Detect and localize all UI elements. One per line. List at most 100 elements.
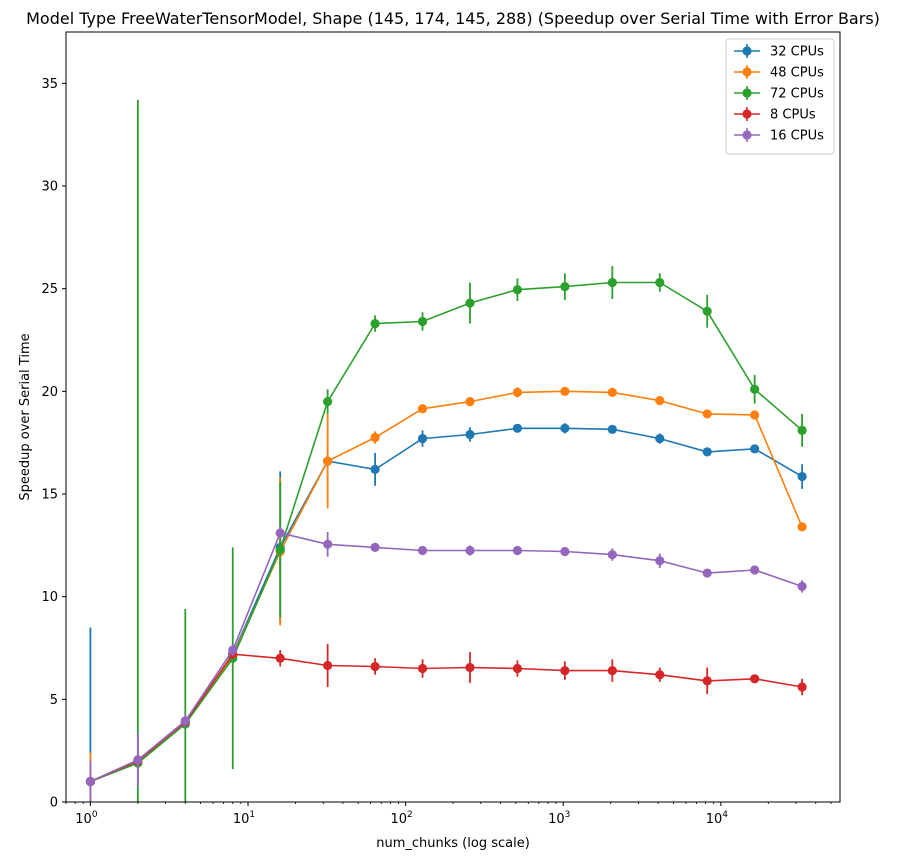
- legend-label: 16 CPUs: [770, 129, 824, 144]
- data-point: [702, 447, 712, 457]
- series-line: [90, 532, 803, 783]
- data-point: [417, 545, 428, 556]
- data-point: [512, 663, 523, 674]
- legend-marker: [742, 88, 752, 98]
- data-point: [655, 395, 665, 406]
- legend-label: 48 CPUs: [770, 66, 824, 81]
- data-point: [750, 674, 760, 684]
- data-point: [702, 409, 712, 419]
- y-tick-label: 5: [50, 693, 58, 708]
- data-point: [370, 432, 380, 443]
- legend-entry: 48 CPUs: [734, 65, 824, 81]
- series-line: [90, 390, 803, 783]
- data-point: [560, 423, 570, 433]
- data-point: [465, 429, 475, 440]
- legend-marker: [742, 67, 752, 77]
- series-line: [90, 281, 803, 783]
- data-point: [417, 433, 428, 444]
- y-axis-label: Speedup over Serial Time: [18, 333, 33, 500]
- x-tick-label: 104: [706, 810, 729, 827]
- x-tick-exponent: 1: [249, 810, 255, 820]
- data-point: [228, 645, 238, 655]
- series-line: [90, 427, 803, 783]
- series-line: [90, 653, 803, 783]
- data-point: [607, 424, 617, 434]
- y-tick-label: 20: [41, 385, 58, 400]
- legend-box: [725, 38, 835, 155]
- data-point: [655, 277, 665, 288]
- x-tick-exponent: 0: [92, 810, 98, 820]
- legend-label: 32 CPUs: [770, 45, 824, 60]
- data-point: [797, 471, 807, 482]
- plot-area: [85, 99, 807, 802]
- data-point: [655, 433, 665, 444]
- data-point: [370, 661, 380, 672]
- plot-frame: [65, 31, 841, 803]
- data-point: [275, 653, 285, 663]
- x-tick-label: 101: [233, 810, 255, 827]
- legend-label: 72 CPUs: [770, 87, 824, 102]
- data-point: [560, 282, 570, 292]
- data-point: [512, 387, 523, 397]
- data-point: [180, 716, 190, 726]
- legend-marker: [742, 109, 752, 119]
- x-tick-label: 100: [75, 810, 98, 827]
- legend: 32 CPUs 48 CPUs 72 CPUs 8 CPUs 16 CPUs: [725, 38, 835, 155]
- data-point: [560, 386, 570, 396]
- legend-entry: 16 CPUs: [734, 128, 824, 144]
- series-16-cpus: [85, 526, 807, 802]
- data-point: [465, 397, 475, 407]
- legend-entry: 8 CPUs: [734, 107, 816, 123]
- data-point: [275, 528, 285, 538]
- data-point: [607, 277, 617, 288]
- y-tick-label: 10: [41, 590, 58, 605]
- data-point: [370, 542, 380, 552]
- series-8-cpus: [85, 643, 807, 787]
- y-tick-label: 25: [41, 282, 58, 297]
- chart-title: Model Type FreeWaterTensorModel, Shape (…: [26, 9, 880, 28]
- data-point: [797, 581, 807, 592]
- data-point: [85, 776, 96, 787]
- data-point: [607, 549, 617, 560]
- data-point: [370, 464, 380, 474]
- x-tick-exponent: 2: [407, 810, 413, 820]
- x-tick-mantissa: 10: [75, 812, 92, 827]
- legend-entry: 72 CPUs: [734, 86, 824, 102]
- data-point: [323, 539, 333, 549]
- x-tick-exponent: 3: [565, 810, 571, 820]
- data-point: [702, 676, 712, 686]
- series-72-cpus: [85, 99, 807, 802]
- data-point: [750, 444, 760, 454]
- data-point: [797, 425, 807, 435]
- y-tick-label: 15: [41, 488, 58, 503]
- data-point: [323, 456, 333, 466]
- data-point: [417, 404, 428, 414]
- x-tick-mantissa: 10: [233, 812, 250, 827]
- y-tick-label: 30: [41, 180, 58, 195]
- data-point: [560, 546, 570, 557]
- x-tick-mantissa: 10: [706, 812, 723, 827]
- data-point: [465, 545, 475, 556]
- data-point: [655, 670, 665, 680]
- data-point: [560, 665, 570, 676]
- x-tick-mantissa: 10: [390, 812, 407, 827]
- data-point: [323, 660, 333, 671]
- legend-marker: [742, 130, 752, 140]
- data-point: [417, 663, 428, 674]
- legend-marker: [742, 46, 752, 56]
- data-point: [512, 423, 523, 433]
- data-point: [797, 682, 807, 692]
- x-tick-mantissa: 10: [548, 812, 565, 827]
- y-tick-label: 35: [41, 77, 58, 92]
- data-point: [465, 298, 475, 308]
- x-tick-exponent: 4: [722, 810, 728, 820]
- data-point: [750, 384, 760, 394]
- data-point: [465, 662, 475, 673]
- data-point: [417, 316, 428, 327]
- x-tick-label: 103: [548, 810, 570, 827]
- data-point: [607, 387, 617, 397]
- legend-label: 8 CPUs: [770, 108, 816, 123]
- data-point: [133, 755, 143, 765]
